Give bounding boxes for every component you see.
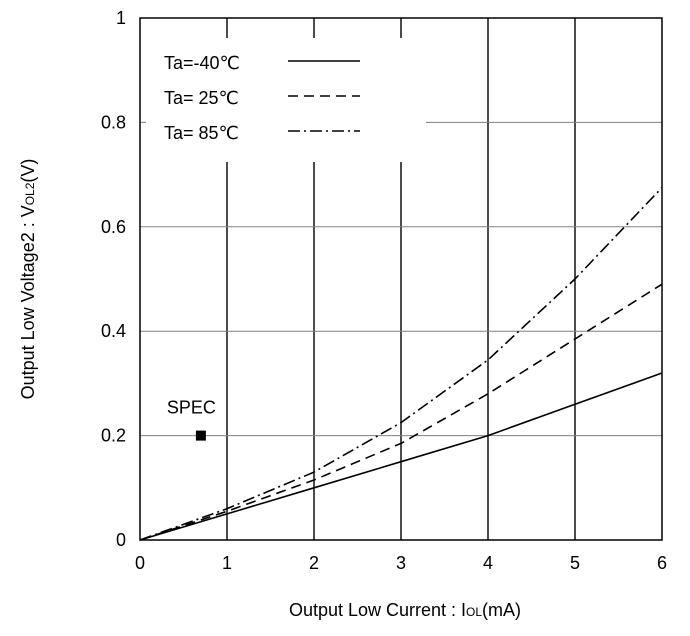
series-line <box>139 187 663 541</box>
y-tick-label: 0.6 <box>101 217 126 237</box>
x-axis-label: Output Low Current : IOL(mA) <box>289 600 521 620</box>
spec-marker <box>195 430 206 441</box>
series-layer <box>139 187 663 541</box>
annotation-layer: SPEC <box>167 398 216 441</box>
y-axis-label: Output Low Voltage2 : VOL2(V) <box>18 159 38 400</box>
y-axis-label-subscript: OL2 <box>23 182 37 205</box>
x-axis-label-subscript: OL <box>466 605 482 619</box>
legend-background <box>146 38 426 162</box>
legend-label: Ta= 25℃ <box>164 88 239 108</box>
series-line <box>139 372 663 541</box>
y-axis-label-main: Output Low Voltage2 : V <box>18 205 38 399</box>
y-tick-label: 1 <box>116 8 126 28</box>
spec-label: SPEC <box>167 398 216 418</box>
y-axis-label-unit: (V) <box>18 159 38 183</box>
y-tick-label: 0.4 <box>101 321 126 341</box>
x-tick-label: 4 <box>483 553 493 573</box>
y-tick-label: 0.2 <box>101 426 126 446</box>
x-tick-label: 0 <box>135 553 145 573</box>
x-axis-label-unit: (mA) <box>482 600 521 620</box>
plot-frame <box>139 17 663 541</box>
y-tick-label: 0.8 <box>101 112 126 132</box>
x-tick-label: 5 <box>570 553 580 573</box>
y-tick-label: 0 <box>116 530 126 550</box>
x-tick-label: 2 <box>309 553 319 573</box>
x-axis-label-main: Output Low Current : I <box>289 600 466 620</box>
x-tick-label: 3 <box>396 553 406 573</box>
series-line <box>139 283 663 541</box>
legend-label: Ta= 85℃ <box>164 123 239 143</box>
x-tick-label: 1 <box>222 553 232 573</box>
tick-labels: 0 1 2 3 4 5 6 0 0.2 0.4 0.6 0.8 1 <box>101 8 667 573</box>
legend-label: Ta=-40℃ <box>164 53 240 73</box>
legend: Ta=-40℃ Ta= 25℃ Ta= 85℃ <box>146 38 426 162</box>
x-tick-label: 6 <box>657 553 667 573</box>
